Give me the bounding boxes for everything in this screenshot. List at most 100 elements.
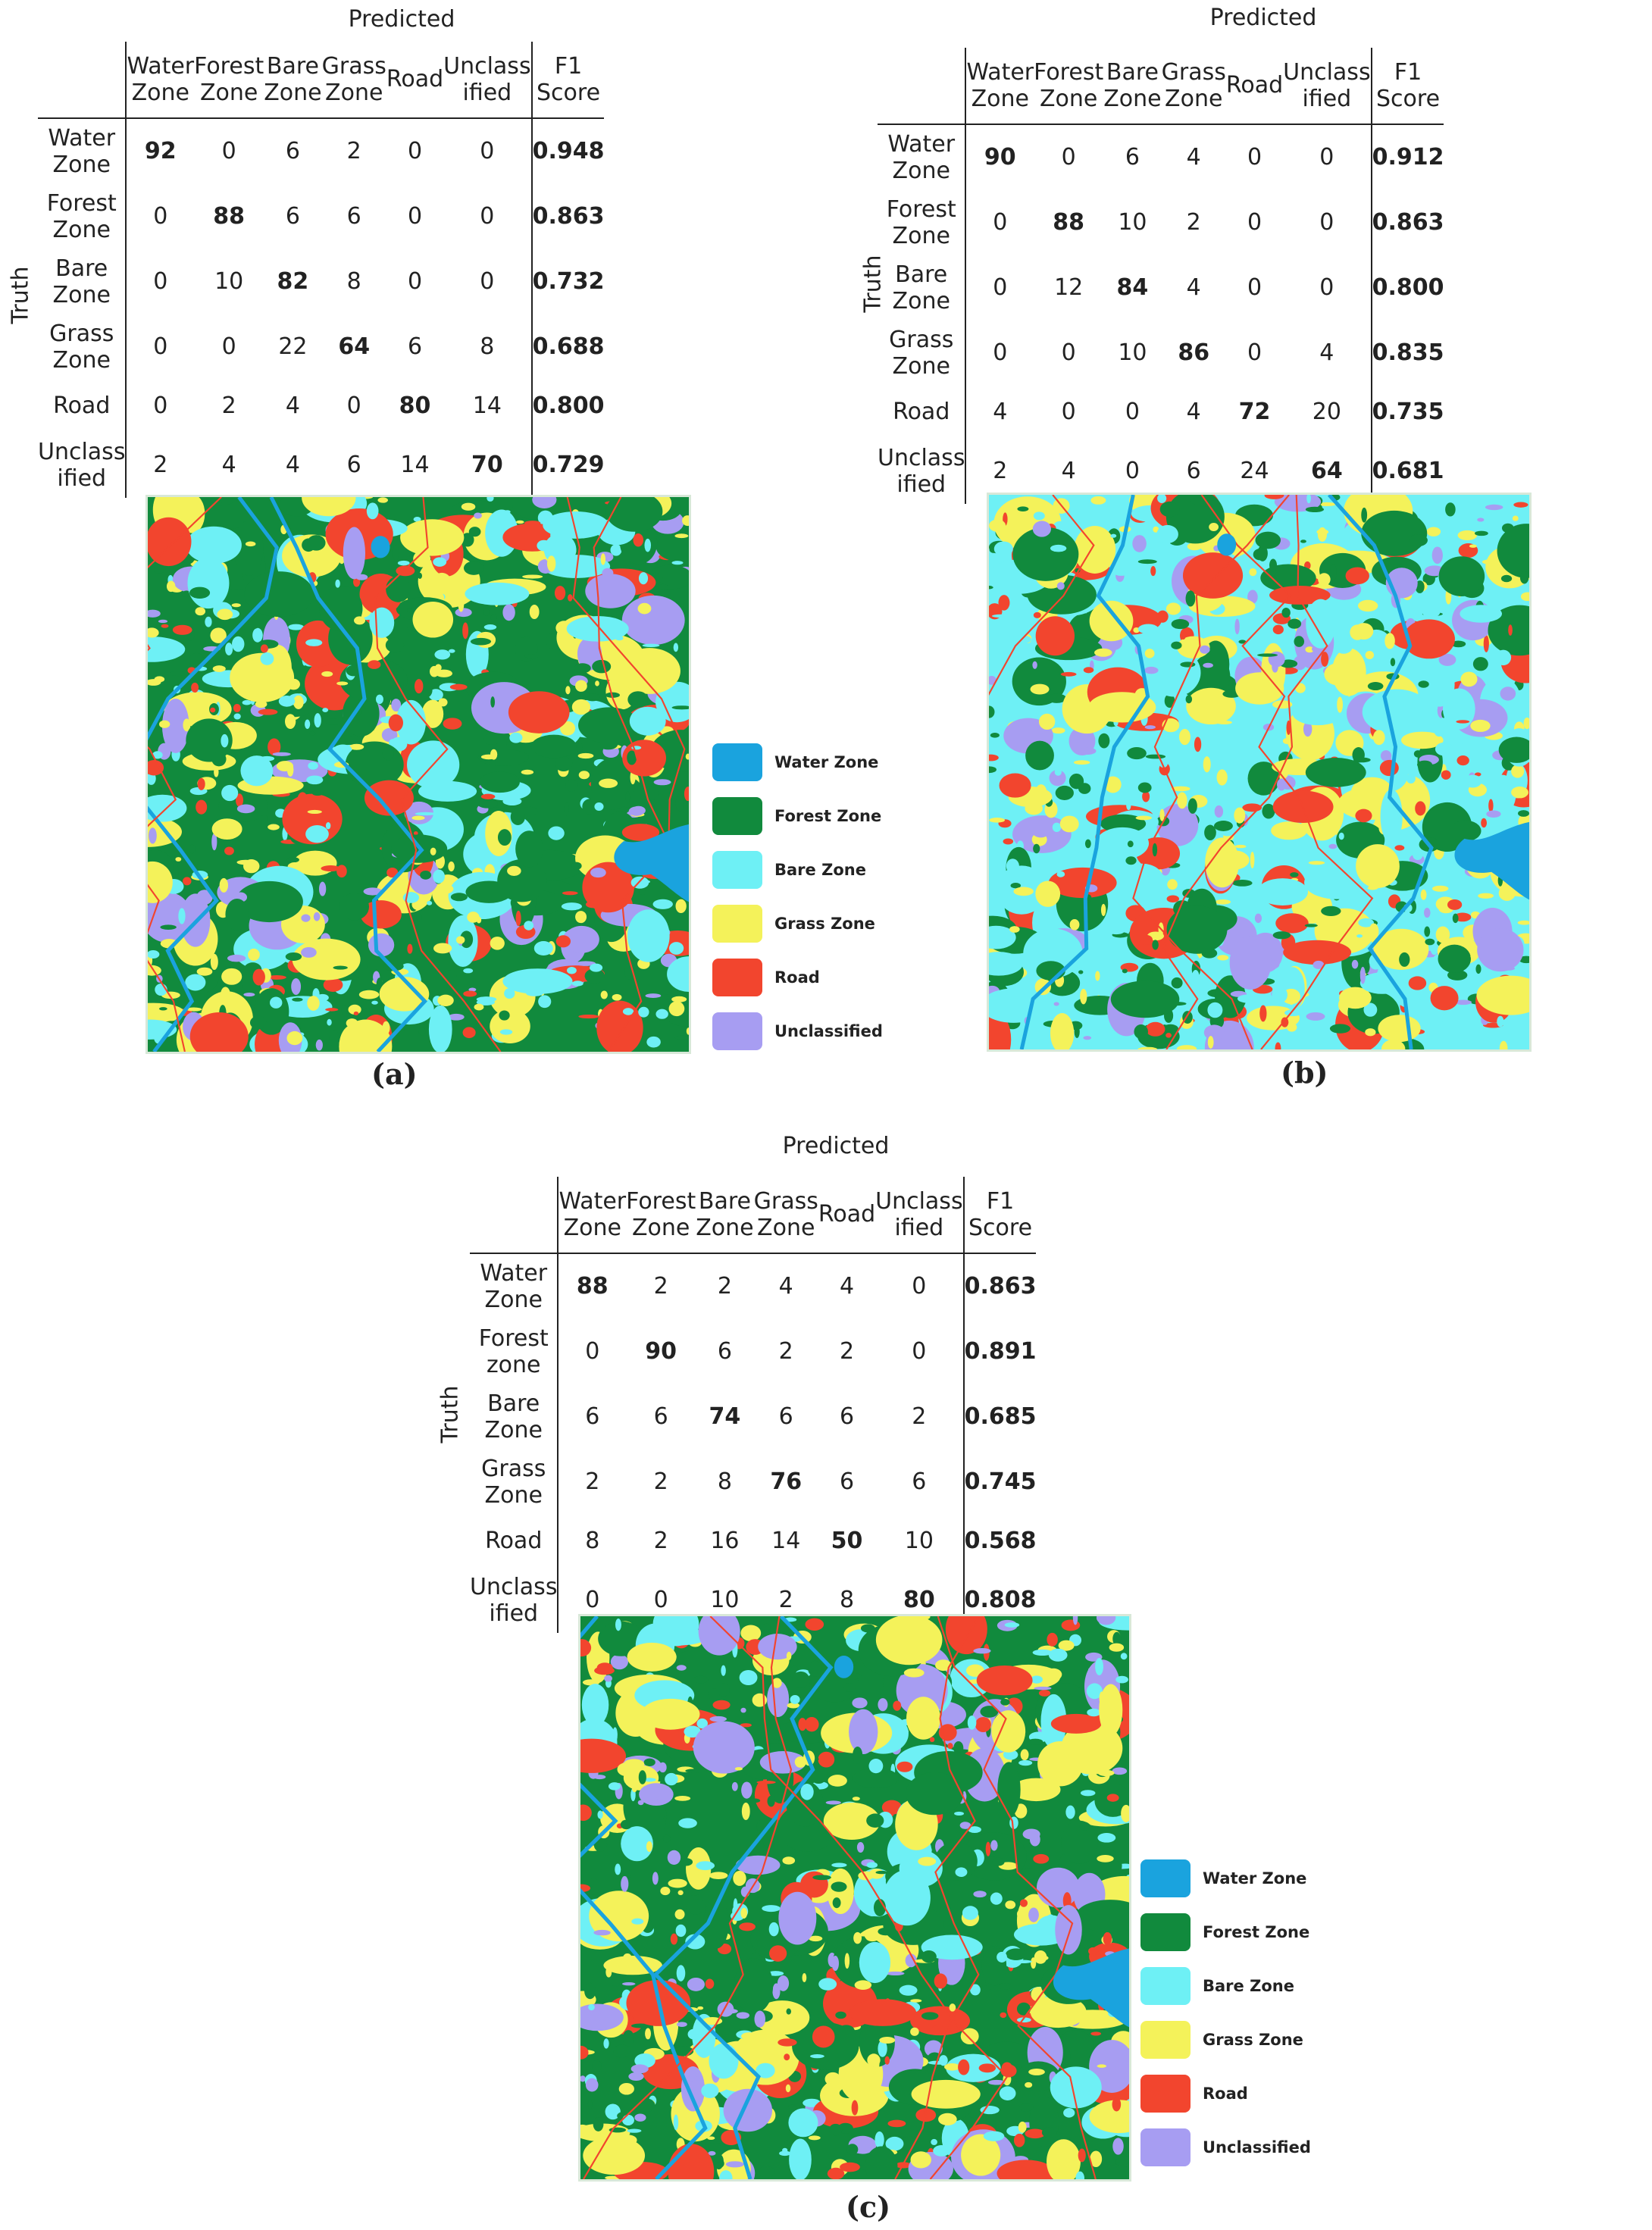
row-label: Forest Zone bbox=[878, 190, 967, 255]
legend-label: Road bbox=[1203, 2084, 1248, 2103]
f1-score: 0.800 bbox=[530, 380, 605, 433]
diagonal-cell: 84 bbox=[1116, 274, 1149, 302]
corner-cell bbox=[38, 42, 127, 119]
row-label: Unclass ified bbox=[38, 433, 127, 498]
legend-label: Forest Zone bbox=[1203, 1922, 1310, 1941]
row-label: Water Zone bbox=[38, 118, 127, 184]
column-header: Forest Zone bbox=[1034, 48, 1104, 125]
matrix-cell: 2 bbox=[653, 1468, 668, 1496]
classification-map bbox=[987, 493, 1532, 1052]
f1-score: 0.835 bbox=[1370, 321, 1444, 386]
matrix-cell: 4 bbox=[778, 1273, 793, 1300]
matrix-cell: 0 bbox=[153, 268, 168, 296]
classification-map bbox=[578, 1614, 1131, 2182]
matrix-cell: 6 bbox=[285, 138, 300, 165]
row-label: Water Zone bbox=[878, 124, 967, 190]
matrix-cell: 6 bbox=[839, 1403, 855, 1431]
matrix-cell: 0 bbox=[480, 138, 495, 165]
table-row: Road 4 0 0 4 72 20 0.735 bbox=[878, 386, 1444, 439]
legend-swatch bbox=[1140, 1966, 1191, 2005]
truth-label: Truth bbox=[7, 266, 34, 324]
corner-cell bbox=[878, 48, 967, 125]
f1-score: 0.745 bbox=[962, 1450, 1037, 1515]
legend-label: Unclassified bbox=[1203, 2138, 1311, 2157]
panel-caption: (a) bbox=[371, 1057, 418, 1091]
row-label: Road bbox=[878, 386, 967, 439]
column-header: Road bbox=[1225, 48, 1284, 125]
matrix-cell: 10 bbox=[1118, 339, 1147, 367]
matrix-cell: 0 bbox=[912, 1338, 927, 1365]
matrix-cell: 2 bbox=[1186, 209, 1201, 236]
corner-cell bbox=[470, 1177, 559, 1254]
diagonal-cell: 88 bbox=[213, 203, 246, 230]
matrix-cell: 6 bbox=[346, 452, 361, 479]
matrix-cell: 2 bbox=[778, 1338, 793, 1365]
row-label: Road bbox=[470, 1515, 559, 1568]
matrix-cell: 4 bbox=[1186, 274, 1201, 302]
row-label: Water Zone bbox=[470, 1253, 559, 1319]
column-header: Water Zone bbox=[126, 42, 195, 119]
row-label: Road bbox=[38, 380, 127, 433]
legend-item: Unclassified bbox=[712, 1004, 883, 1058]
f1-header: F1 Score bbox=[1370, 48, 1444, 125]
matrix-cell: 0 bbox=[480, 268, 495, 296]
diagonal-cell: 80 bbox=[903, 1587, 935, 1614]
table-row: Road 8 2 16 14 50 10 0.568 bbox=[470, 1515, 1037, 1568]
legend: Water Zone Forest Zone Bare Zone Grass Zone… bbox=[712, 735, 883, 1058]
matrix-cell: 10 bbox=[904, 1528, 934, 1555]
legend-swatch bbox=[1140, 2128, 1191, 2166]
matrix-cell: 4 bbox=[285, 452, 300, 479]
column-header: Road bbox=[386, 42, 444, 119]
column-header: Bare Zone bbox=[696, 1177, 754, 1254]
confusion-matrix: Water Zone Forest Zone Bare Zone Grass Zone Road… bbox=[878, 48, 1444, 504]
legend-item: Road bbox=[1140, 2066, 1311, 2120]
matrix-cell: 0 bbox=[1061, 399, 1076, 426]
matrix-cell: 0 bbox=[1319, 144, 1334, 171]
header-row: Water Zone Forest Zone Bare Zone Grass Zone Road… bbox=[470, 1177, 1037, 1254]
legend-swatch bbox=[1140, 2074, 1191, 2113]
matrix-cell: 14 bbox=[400, 452, 430, 479]
row-label: Grass Zone bbox=[878, 321, 967, 386]
matrix-cell: 4 bbox=[221, 452, 236, 479]
row-label: Bare Zone bbox=[878, 255, 967, 321]
legend-item: Grass Zone bbox=[1140, 2013, 1311, 2066]
legend-label: Grass Zone bbox=[1203, 2030, 1303, 2049]
legend-label: Unclassified bbox=[774, 1021, 883, 1040]
legend-swatch bbox=[1140, 1913, 1191, 1951]
matrix-cell: 4 bbox=[1186, 399, 1201, 426]
matrix-cell: 0 bbox=[1319, 209, 1334, 236]
legend-swatch bbox=[712, 958, 762, 996]
matrix-cell: 14 bbox=[472, 393, 502, 420]
matrix-cell: 6 bbox=[912, 1468, 927, 1496]
matrix-cell: 0 bbox=[993, 209, 1008, 236]
f1-header: F1 Score bbox=[962, 1177, 1037, 1254]
matrix-cell: 4 bbox=[993, 399, 1008, 426]
f1-score: 0.912 bbox=[1370, 124, 1444, 190]
matrix-cell: 4 bbox=[1186, 144, 1201, 171]
f1-score: 0.863 bbox=[1370, 190, 1444, 255]
matrix-cell: 2 bbox=[778, 1587, 793, 1614]
matrix-cell: 0 bbox=[1061, 144, 1076, 171]
matrix-cell: 0 bbox=[585, 1587, 600, 1614]
f1-header: F1 Score bbox=[530, 42, 605, 119]
diagonal-cell: 74 bbox=[709, 1403, 741, 1431]
matrix-cell: 0 bbox=[153, 333, 168, 361]
predicted-label: Predicted bbox=[782, 1133, 890, 1159]
column-header: Unclass ified bbox=[875, 1177, 964, 1254]
table-row: Forest zone 0 90 6 2 2 0 0.891 bbox=[470, 1319, 1037, 1384]
matrix-cell: 8 bbox=[480, 333, 495, 361]
diagonal-cell: 86 bbox=[1178, 339, 1210, 367]
table-row: Road 0 2 4 0 80 14 0.800 bbox=[38, 380, 605, 433]
matrix-cell: 0 bbox=[1247, 209, 1262, 236]
column-header: Grass Zone bbox=[321, 42, 386, 119]
legend-item: Bare Zone bbox=[712, 843, 883, 896]
matrix-cell: 0 bbox=[1061, 339, 1076, 367]
diagonal-cell: 82 bbox=[277, 268, 309, 296]
table-row: Unclass ified 2 4 4 6 14 70 0.729 bbox=[38, 433, 605, 498]
matrix-cell: 6 bbox=[653, 1403, 668, 1431]
diagonal-cell: 64 bbox=[1310, 458, 1343, 485]
diagonal-cell: 88 bbox=[1053, 209, 1085, 236]
diagonal-cell: 80 bbox=[399, 393, 431, 420]
legend-item: Water Zone bbox=[1140, 1851, 1311, 1905]
column-header: Unclass ified bbox=[1283, 48, 1372, 125]
